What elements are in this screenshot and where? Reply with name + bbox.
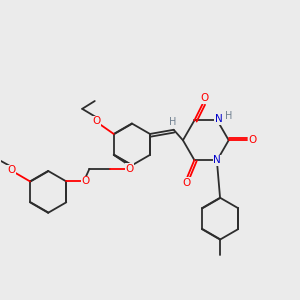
Text: H: H: [169, 117, 176, 127]
Text: O: O: [182, 178, 190, 188]
Text: H: H: [225, 111, 233, 121]
Text: O: O: [200, 93, 208, 103]
Text: O: O: [125, 164, 134, 174]
Text: O: O: [249, 135, 257, 145]
Text: O: O: [7, 165, 15, 175]
Text: O: O: [92, 116, 100, 126]
Text: N: N: [215, 114, 223, 124]
Text: N: N: [213, 155, 221, 165]
Text: O: O: [81, 176, 89, 186]
